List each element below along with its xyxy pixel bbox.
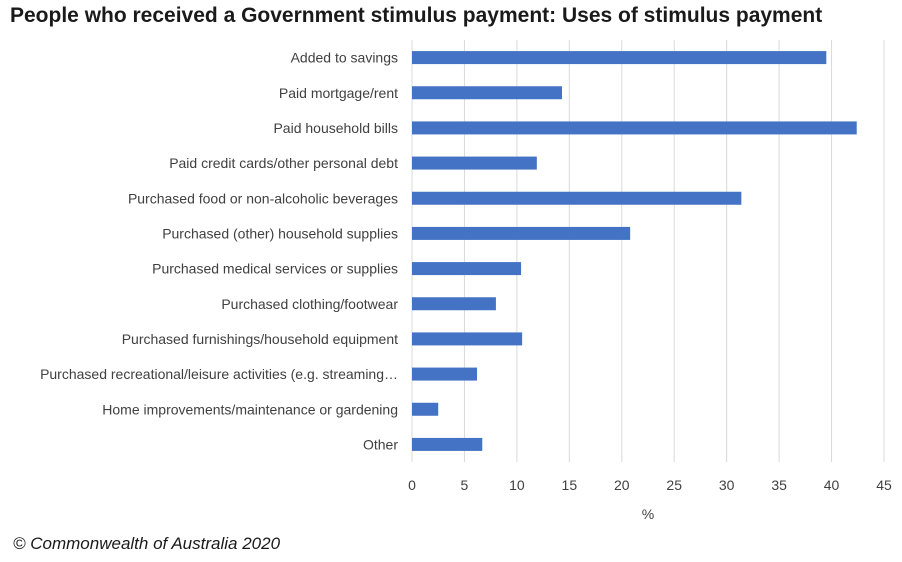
x-axis-label: %: [642, 506, 654, 522]
category-label: Added to savings: [291, 50, 398, 66]
x-tick-label: 40: [824, 477, 840, 493]
bar: [412, 51, 827, 65]
bar: [412, 191, 742, 205]
bar: [412, 402, 439, 416]
copyright-notice: © Commonwealth of Australia 2020: [13, 534, 281, 553]
category-label: Purchased food or non-alcoholic beverage…: [128, 190, 398, 206]
bar: [412, 86, 562, 100]
x-tick-label: 10: [509, 477, 525, 493]
bar: [412, 297, 496, 311]
bar: [412, 332, 523, 346]
category-label: Purchased furnishings/household equipmen…: [122, 331, 398, 347]
category-label: Paid mortgage/rent: [279, 85, 398, 101]
category-label: Purchased recreational/leisure activitie…: [40, 366, 398, 382]
category-label: Paid household bills: [273, 120, 398, 136]
bar: [412, 121, 857, 135]
x-tick-label: 25: [666, 477, 682, 493]
x-tick-label: 20: [614, 477, 630, 493]
x-tick-label: 45: [876, 477, 892, 493]
x-tick-label: 35: [771, 477, 787, 493]
x-tick-label: 5: [461, 477, 469, 493]
x-tick-labels: 0 5 10 15 20 25 30 35 40 45: [408, 477, 892, 493]
category-label: Purchased (other) household supplies: [162, 225, 398, 241]
x-tick-label: 0: [408, 477, 416, 493]
x-tick-label: 30: [719, 477, 735, 493]
category-label: Home improvements/maintenance or gardeni…: [102, 401, 398, 417]
bar: [412, 367, 478, 381]
chart-title: People who received a Government stimulu…: [10, 4, 823, 27]
x-tick-label: 15: [562, 477, 578, 493]
category-label: Paid credit cards/other personal debt: [169, 155, 398, 171]
bar: [412, 437, 483, 451]
gridlines: [411, 40, 885, 462]
category-label: Purchased clothing/footwear: [221, 296, 398, 312]
bar: [412, 262, 522, 276]
bar: [412, 156, 537, 170]
category-label: Other: [363, 436, 398, 452]
bar: [412, 226, 631, 240]
bars: [412, 51, 857, 451]
category-label: Purchased medical services or supplies: [152, 261, 398, 277]
category-labels: Added to savings Paid mortgage/rent Paid h…: [40, 50, 398, 453]
